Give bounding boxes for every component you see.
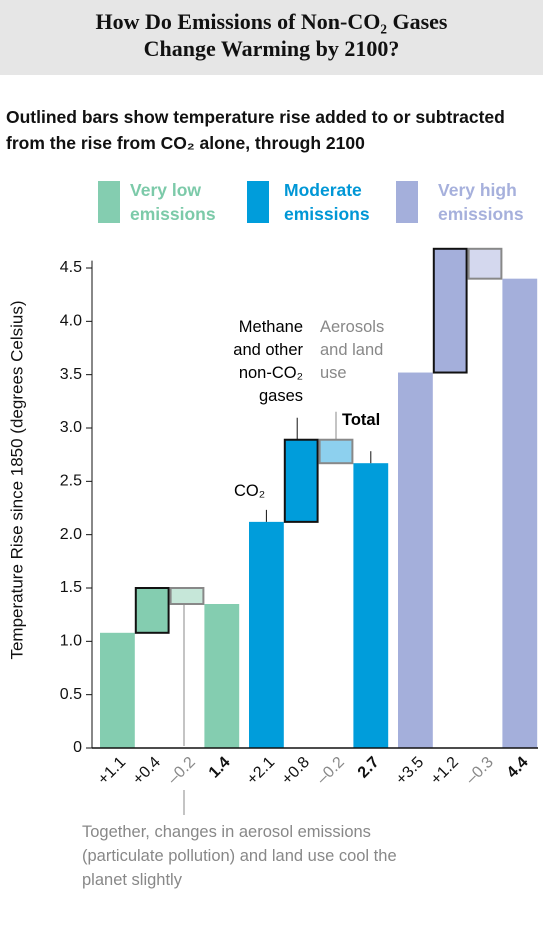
y-axis-label: Temperature Rise since 1850 (degrees Cel… — [7, 300, 26, 659]
value-label: 1.4 — [206, 754, 234, 782]
bar — [398, 372, 433, 748]
y-tick-label: 1.0 — [60, 633, 82, 650]
legend-swatch — [98, 181, 120, 223]
value-label: 2.7 — [355, 754, 383, 782]
annotation: Aerosols and land use — [320, 318, 385, 382]
annotation-note: Together, changes in aerosol emissions (… — [82, 823, 397, 889]
y-tick-label: 0 — [73, 739, 82, 756]
bar — [432, 247, 468, 374]
y-tick-label: 2.5 — [60, 473, 82, 490]
legend-label: Very high emissions — [438, 180, 524, 224]
value-label: –0.2 — [314, 754, 348, 788]
bar — [204, 604, 240, 748]
value-label: –0.2 — [165, 754, 199, 788]
y-tick-label: 3.0 — [60, 419, 82, 436]
value-label: +1.1 — [95, 754, 129, 788]
y-tick-label: 4.5 — [60, 259, 82, 276]
chart-title: How Do Emissions of Non-CO₂ Gases Change… — [0, 0, 543, 75]
annotation: Total — [342, 411, 381, 429]
y-tick-label: 2.0 — [60, 526, 82, 543]
value-label: +1.2 — [428, 754, 462, 788]
legend-label: Very low emissions — [130, 180, 216, 224]
y-tick-label: 3.5 — [60, 366, 82, 383]
bar — [249, 521, 284, 748]
value-label: 4.4 — [504, 754, 532, 782]
legend-swatch — [247, 181, 269, 223]
bar — [318, 438, 354, 465]
value-label: +2.1 — [244, 754, 278, 788]
bar — [467, 247, 503, 280]
bar — [283, 438, 319, 523]
value-label: +3.5 — [393, 754, 427, 788]
y-tick-label: 0.5 — [60, 686, 82, 703]
bar — [134, 587, 170, 634]
annotation: CO₂ — [234, 482, 266, 500]
value-label: –0.3 — [463, 754, 497, 788]
legend-label: Moderate emissions — [284, 180, 370, 224]
legend-swatch — [396, 181, 418, 223]
value-label: +0.8 — [279, 754, 313, 788]
annotation: Methane and other non-CO₂ gases — [233, 318, 303, 405]
value-label: +0.4 — [130, 754, 164, 788]
y-tick-label: 1.5 — [60, 579, 82, 596]
bar — [353, 463, 389, 748]
bar — [100, 632, 135, 748]
bar — [169, 587, 205, 605]
y-tick-label: 4.0 — [60, 313, 82, 330]
chart-subtitle: Outlined bars show temperature rise adde… — [6, 107, 505, 153]
bar — [502, 278, 538, 748]
